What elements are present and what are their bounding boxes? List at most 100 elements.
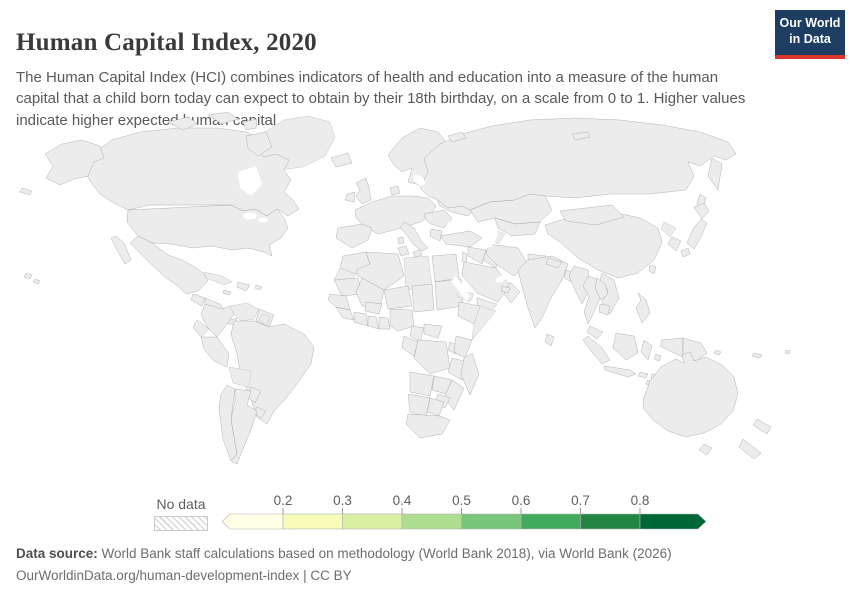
- country-nigeria[interactable]: [389, 308, 415, 332]
- great-lakes-east: [258, 217, 268, 223]
- country-iran[interactable]: [485, 243, 529, 277]
- levant[interactable]: [467, 246, 487, 265]
- country-egypt[interactable]: [431, 253, 460, 283]
- country-japan[interactable]: [680, 202, 710, 258]
- peninsular-malaysia[interactable]: [586, 325, 604, 340]
- aleutian-islands[interactable]: [19, 187, 33, 196]
- country-south-korea[interactable]: [667, 236, 682, 252]
- country-mongolia[interactable]: [559, 204, 625, 226]
- usa-hawaii[interactable]: [23, 272, 41, 285]
- country-south-africa[interactable]: [405, 413, 451, 439]
- data-source-label: Data source:: [16, 546, 98, 561]
- mozambique-malawi[interactable]: [443, 379, 465, 411]
- cote-divoire[interactable]: [353, 311, 369, 327]
- legend-no-data[interactable]: No data: [152, 496, 210, 531]
- country-argentina[interactable]: [230, 388, 258, 465]
- country-india[interactable]: [517, 255, 569, 329]
- legend-seg-3[interactable]: [401, 513, 462, 530]
- taiwan[interactable]: [648, 264, 657, 275]
- togo-benin[interactable]: [378, 316, 391, 330]
- country-tunisia[interactable]: [397, 245, 410, 257]
- country-myanmar[interactable]: [568, 265, 591, 305]
- world-choropleth-map: [0, 110, 850, 490]
- gabon-congo[interactable]: [401, 335, 419, 357]
- country-fiji[interactable]: [784, 349, 791, 355]
- country-suriname[interactable]: [258, 313, 271, 326]
- legend-seg-6[interactable]: [580, 513, 641, 530]
- country-saudi-arabia[interactable]: [461, 261, 511, 303]
- legend-seg-2[interactable]: [342, 513, 403, 530]
- russia-arctic-islands[interactable]: [447, 131, 591, 143]
- country-dr-congo[interactable]: [413, 339, 451, 375]
- legend-color-bar[interactable]: 0.2 0.3 0.4 0.5 0.6 0.7 0.8: [210, 494, 720, 534]
- country-namibia[interactable]: [407, 393, 431, 418]
- sierra-leone-liberia[interactable]: [335, 306, 355, 321]
- solomon-islands[interactable]: [713, 349, 722, 356]
- legend-seg-4[interactable]: [461, 513, 522, 530]
- puerto-rico[interactable]: [254, 284, 263, 291]
- country-australia[interactable]: [642, 351, 739, 438]
- russia-kamchatka[interactable]: [707, 157, 723, 191]
- country-israel[interactable]: [461, 251, 468, 264]
- legend-seg-7[interactable]: [639, 513, 707, 530]
- australia-tasmania[interactable]: [698, 443, 713, 456]
- legend-tick-0.5: 0.5: [452, 494, 471, 508]
- country-venezuela[interactable]: [229, 302, 260, 322]
- country-guatemala[interactable]: [190, 293, 206, 307]
- country-usa-alaska[interactable]: [44, 139, 105, 186]
- indonesia-java[interactable]: [603, 365, 637, 378]
- iberia[interactable]: [335, 223, 373, 249]
- central-african-republic[interactable]: [423, 323, 443, 339]
- country-uae[interactable]: [500, 285, 511, 294]
- legend-seg-0[interactable]: [221, 513, 284, 530]
- country-peru[interactable]: [200, 336, 230, 368]
- country-mexico[interactable]: [129, 235, 209, 295]
- country-jamaica[interactable]: [222, 289, 232, 296]
- legend-tick-0.2: 0.2: [274, 494, 293, 508]
- legend-seg-1[interactable]: [282, 513, 343, 530]
- canada-arctic-islands[interactable]: [167, 111, 273, 157]
- country-ghana[interactable]: [367, 315, 380, 330]
- sicily-sardinia[interactable]: [397, 236, 423, 258]
- new-caledonia[interactable]: [751, 352, 763, 359]
- country-turkey[interactable]: [439, 230, 483, 248]
- country-uk[interactable]: [355, 177, 372, 205]
- country-niger[interactable]: [383, 285, 413, 310]
- country-nepal[interactable]: [545, 257, 563, 269]
- country-iceland[interactable]: [330, 152, 353, 168]
- country-laos[interactable]: [594, 277, 609, 301]
- country-bolivia[interactable]: [228, 366, 252, 388]
- central-asia[interactable]: [494, 217, 541, 237]
- country-russia[interactable]: [419, 117, 737, 211]
- indonesia-papua[interactable]: [659, 337, 684, 358]
- country-chad[interactable]: [411, 283, 435, 313]
- country-canada[interactable]: [84, 127, 300, 217]
- country-colombia[interactable]: [200, 303, 235, 338]
- country-madagascar[interactable]: [460, 352, 480, 396]
- country-kazakhstan[interactable]: [469, 193, 553, 225]
- country-cuba[interactable]: [203, 271, 233, 286]
- country-philippines[interactable]: [635, 292, 651, 324]
- country-angola[interactable]: [409, 371, 435, 397]
- country-ireland[interactable]: [344, 191, 356, 203]
- maluku-islands[interactable]: [653, 353, 662, 362]
- balkans[interactable]: [423, 209, 453, 229]
- island-hispaniola[interactable]: [236, 281, 251, 292]
- country-cambodia[interactable]: [598, 303, 611, 316]
- country-srilanka[interactable]: [544, 333, 555, 347]
- mexico-baja[interactable]: [110, 235, 132, 265]
- legend-seg-5[interactable]: [520, 513, 581, 530]
- indonesia-sumatra[interactable]: [582, 335, 611, 365]
- country-greece[interactable]: [429, 228, 443, 242]
- citation-link-line[interactable]: OurWorldinData.org/human-development-ind…: [16, 568, 352, 583]
- indonesia-sulawesi[interactable]: [640, 339, 653, 361]
- country-new-zealand[interactable]: [738, 418, 772, 460]
- country-north-korea[interactable]: [660, 221, 677, 238]
- borneo[interactable]: [612, 332, 639, 361]
- country-burkina-faso[interactable]: [364, 301, 383, 315]
- page-title: Human Capital Index, 2020: [16, 28, 317, 56]
- country-italy[interactable]: [399, 221, 429, 252]
- country-denmark[interactable]: [389, 185, 401, 196]
- owid-logo[interactable]: Our World in Data: [775, 10, 845, 59]
